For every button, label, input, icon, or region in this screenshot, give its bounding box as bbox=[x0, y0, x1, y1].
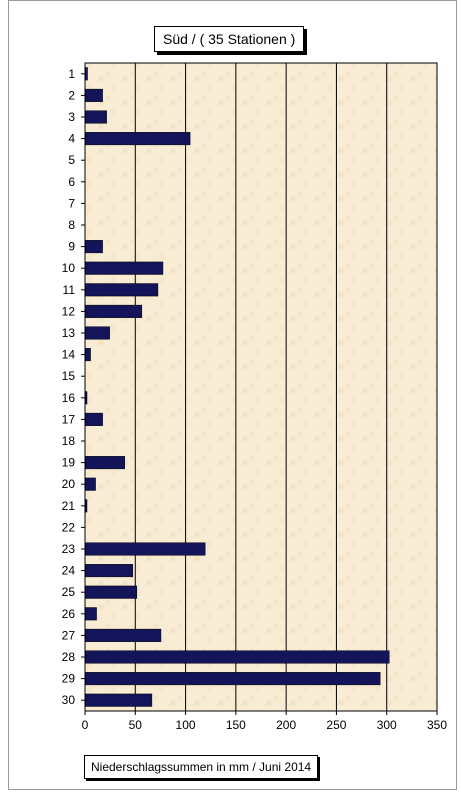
bar bbox=[85, 283, 159, 297]
y-tick-label: 19 bbox=[62, 456, 76, 470]
bar bbox=[85, 564, 134, 578]
y-tick-label: 11 bbox=[63, 283, 76, 297]
y-tick-label: 26 bbox=[62, 607, 76, 621]
bar bbox=[85, 607, 97, 621]
bar bbox=[85, 67, 88, 81]
y-tick-label: 25 bbox=[62, 585, 76, 599]
y-tick-label: 2 bbox=[68, 88, 75, 102]
bar bbox=[85, 261, 164, 275]
x-tick-label: 150 bbox=[226, 718, 246, 732]
x-tick-label: 0 bbox=[82, 718, 89, 732]
y-tick-label: 18 bbox=[62, 434, 76, 448]
x-tick-label: 350 bbox=[427, 718, 447, 732]
bar bbox=[85, 693, 153, 707]
x-tick-label: 50 bbox=[129, 718, 143, 732]
y-tick-label: 7 bbox=[68, 196, 75, 210]
y-tick-label: 14 bbox=[62, 348, 76, 362]
y-tick-label: 27 bbox=[62, 628, 76, 642]
x-tick-label: 200 bbox=[276, 718, 296, 732]
y-tick-label: 21 bbox=[62, 499, 76, 513]
bar bbox=[85, 650, 390, 664]
y-tick-label: 12 bbox=[62, 304, 76, 318]
y-tick-label: 29 bbox=[62, 672, 76, 686]
y-tick-label: 16 bbox=[62, 391, 76, 405]
axes: 0 50 100 150 200 250 300 3501234567891011121314… bbox=[62, 62, 447, 732]
y-tick-label: 30 bbox=[62, 693, 76, 707]
x-tick-label: 100 bbox=[176, 718, 196, 732]
y-tick-label: 24 bbox=[62, 564, 76, 578]
x-tick-label: 300 bbox=[377, 718, 397, 732]
x-axis-label: Niederschlagssummen in mm / Juni 2014 bbox=[84, 755, 319, 779]
bar bbox=[85, 326, 110, 340]
bar bbox=[85, 348, 91, 362]
bar bbox=[85, 304, 143, 318]
y-tick-label: 28 bbox=[62, 650, 76, 664]
y-tick-label: 6 bbox=[68, 175, 75, 189]
x-tick-label: 250 bbox=[326, 718, 346, 732]
plot-area bbox=[85, 63, 437, 711]
y-tick-label: 22 bbox=[62, 520, 76, 534]
bar bbox=[85, 132, 191, 146]
bar bbox=[85, 628, 162, 642]
y-tick-label: 20 bbox=[62, 477, 76, 491]
y-tick-label: 9 bbox=[68, 240, 75, 254]
y-tick-label: 8 bbox=[68, 218, 75, 232]
y-tick-label: 5 bbox=[68, 153, 75, 167]
bars bbox=[85, 67, 390, 707]
bar bbox=[85, 412, 103, 426]
y-tick-label: 10 bbox=[62, 261, 76, 275]
y-tick-label: 15 bbox=[62, 369, 76, 383]
bar bbox=[85, 477, 96, 491]
y-tick-label: 13 bbox=[62, 326, 76, 340]
bar bbox=[85, 456, 125, 470]
y-tick-label: 4 bbox=[68, 132, 75, 146]
chart-title: Süd / ( 35 Stationen ) bbox=[154, 26, 305, 52]
bar bbox=[85, 240, 103, 254]
y-tick-label: 3 bbox=[68, 110, 75, 124]
bar bbox=[85, 391, 88, 405]
y-tick-label: 17 bbox=[62, 412, 76, 426]
bar bbox=[85, 110, 107, 124]
bar bbox=[85, 499, 88, 513]
bar bbox=[85, 542, 206, 556]
bar bbox=[85, 88, 103, 102]
y-tick-label: 23 bbox=[62, 542, 76, 556]
bar bbox=[85, 672, 381, 686]
bar bbox=[85, 585, 138, 599]
plot-border bbox=[84, 62, 438, 712]
y-tick-label: 1 bbox=[68, 67, 75, 81]
